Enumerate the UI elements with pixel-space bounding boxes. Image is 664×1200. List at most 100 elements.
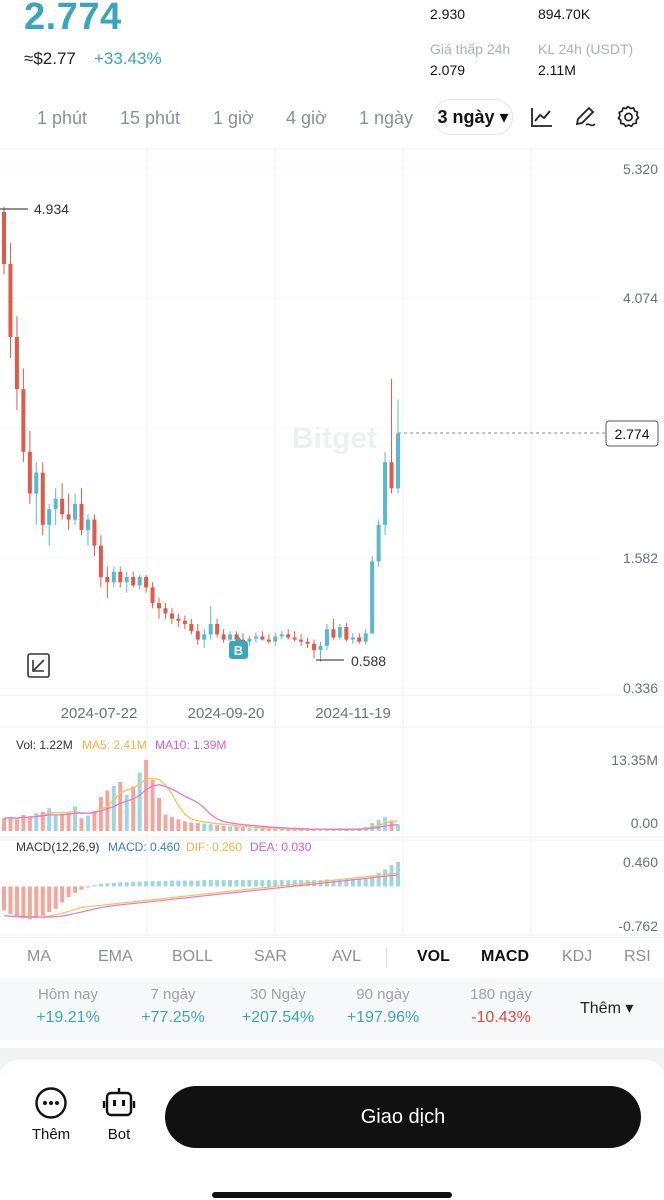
volume-bar xyxy=(383,817,388,831)
indicator-ma[interactable]: MA xyxy=(27,948,51,965)
perf-more-dropdown[interactable]: Thêm ▾ xyxy=(580,1000,634,1017)
indicator-vol[interactable]: VOL xyxy=(417,948,450,965)
tab-1h[interactable]: 1 giờ xyxy=(213,108,254,128)
candle-body xyxy=(182,620,187,624)
candle-body xyxy=(331,629,336,638)
macd-bar xyxy=(34,886,39,919)
candle-body xyxy=(273,636,278,642)
candle-body xyxy=(163,608,168,614)
candle-body xyxy=(40,472,45,525)
macd-bar xyxy=(176,880,181,887)
candle-body xyxy=(92,519,97,546)
candle-body xyxy=(324,629,329,646)
indicator-kdj[interactable]: KDJ xyxy=(562,948,593,965)
perf-90d: 90 ngày +197.96% xyxy=(346,986,420,1026)
trade-button[interactable]: Giao dịch xyxy=(165,1086,641,1148)
candle-body xyxy=(34,472,39,494)
volume-bar xyxy=(157,798,162,831)
tab-4h[interactable]: 4 giờ xyxy=(286,108,327,128)
candle-body xyxy=(344,627,349,640)
candle-body xyxy=(53,498,58,510)
tab-1m[interactable]: 1 phút xyxy=(37,108,88,128)
y-tick-label: 0.336 xyxy=(623,680,658,696)
current-price-label: 2.774 xyxy=(614,426,649,442)
draw-pen-icon[interactable] xyxy=(572,104,598,130)
volume-bar xyxy=(144,760,149,831)
vol-ma5-legend: MA5: 2.41M xyxy=(82,738,147,752)
more-button[interactable]: Thêm xyxy=(21,1086,81,1143)
dea-line xyxy=(3,874,399,918)
vol-legend: Vol: 1.22M xyxy=(16,738,73,752)
buy-marker[interactable]: B xyxy=(229,636,248,659)
macd-bar xyxy=(144,881,149,887)
macd-bar xyxy=(79,886,84,890)
volume-bar xyxy=(215,825,220,831)
volume-bar xyxy=(34,812,39,831)
bottom-action-bar: Thêm Bot Giao dịch xyxy=(0,1048,664,1200)
x-tick-label: 2024-07-22 xyxy=(61,705,138,722)
candle-body xyxy=(370,561,375,634)
indicator-divider xyxy=(386,948,387,968)
indicator-ema[interactable]: EMA xyxy=(98,948,133,965)
indicator-avl[interactable]: AVL xyxy=(332,948,362,965)
price-change-pct: +33.43% xyxy=(94,49,162,68)
macd-bar xyxy=(228,880,233,887)
tab-3d-dropdown[interactable]: 3 ngày ▾ xyxy=(433,99,513,135)
macd-y-tick: -0.762 xyxy=(618,918,658,934)
volume-bar xyxy=(98,796,103,831)
indicator-macd[interactable]: MACD xyxy=(481,948,529,965)
indicator-sar[interactable]: SAR xyxy=(254,948,287,965)
volume-bar xyxy=(195,823,200,831)
line-chart-icon[interactable] xyxy=(529,104,555,130)
macd-bar xyxy=(253,880,258,887)
vol-ma10-line xyxy=(3,784,399,830)
volume-bar xyxy=(318,829,323,831)
volume-bar xyxy=(92,810,97,831)
volume-bar xyxy=(337,829,342,831)
candle-body xyxy=(8,263,13,338)
candle-body xyxy=(202,634,207,640)
volume-bar xyxy=(105,790,110,831)
candle-body xyxy=(292,637,297,640)
volume-bar xyxy=(182,821,187,831)
candle-body xyxy=(260,636,265,640)
macd-bar xyxy=(202,880,207,887)
macd-bar xyxy=(157,881,162,887)
candle-body xyxy=(247,638,252,642)
macd-bar xyxy=(60,886,65,903)
fullscreen-icon[interactable] xyxy=(27,653,50,678)
volume-bar xyxy=(131,786,136,831)
volume-bar xyxy=(111,785,116,831)
macd-bar xyxy=(8,886,13,915)
indicator-boll[interactable]: BOLL xyxy=(172,948,213,965)
dif-line xyxy=(3,872,399,919)
candlestick-chart[interactable]: Bitget 5.320 4.074 1.582 0.336 2.774 4.9… xyxy=(0,0,664,940)
volume-bar xyxy=(60,813,65,831)
x-tick-label: 2024-11-19 xyxy=(315,705,391,722)
home-indicator xyxy=(212,1192,452,1198)
candle-body xyxy=(286,634,291,638)
vol-y-tick: 13.35M xyxy=(611,752,658,768)
y-tick-label: 1.582 xyxy=(623,550,658,566)
candle-body xyxy=(221,634,226,640)
bot-button[interactable]: Bot xyxy=(89,1086,149,1143)
bot-button-label: Bot xyxy=(107,1126,131,1143)
candle-body xyxy=(350,637,355,640)
candle-body xyxy=(208,623,213,635)
tab-15m[interactable]: 15 phút xyxy=(120,108,181,128)
macd-bar xyxy=(66,886,71,898)
macd-bar xyxy=(14,886,19,918)
candle-body xyxy=(234,634,239,640)
macd-bar xyxy=(292,880,297,887)
volume-bar xyxy=(137,772,142,831)
settings-gear-icon[interactable] xyxy=(615,104,641,130)
volume-bar xyxy=(312,829,317,831)
volume-bar xyxy=(247,827,252,831)
volume-bar xyxy=(202,823,207,831)
candle-body xyxy=(357,637,362,642)
indicator-rsi[interactable]: RSI xyxy=(624,948,651,965)
dif-legend: DIF: 0.260 xyxy=(186,840,242,854)
volume-bar xyxy=(124,794,129,831)
macd-bar xyxy=(169,880,174,887)
tab-1d[interactable]: 1 ngày xyxy=(359,108,414,128)
